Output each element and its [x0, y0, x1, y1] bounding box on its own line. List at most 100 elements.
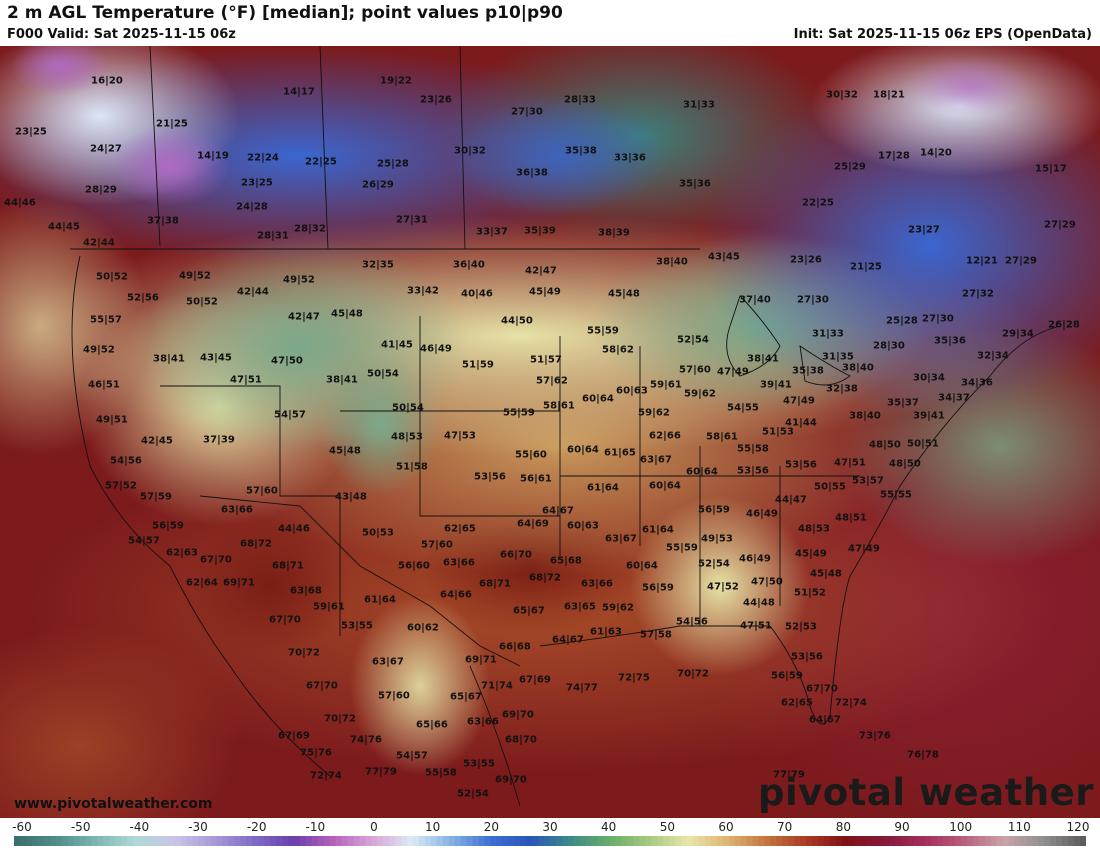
point-value: 65|67: [513, 605, 545, 617]
colorbar-segment: [901, 836, 908, 846]
colorbar-segment: [139, 836, 146, 846]
colorbar-segment: [430, 836, 438, 846]
point-value: 42|44: [83, 237, 115, 249]
colorbar-segment: [85, 836, 93, 846]
colorbar-segment: [323, 836, 331, 846]
point-value: 56|59: [642, 582, 674, 594]
colorbar-segment: [728, 836, 736, 846]
point-value: 34|37: [938, 392, 970, 404]
point-value: 27|31: [396, 214, 428, 226]
website-label[interactable]: www.pivotalweather.com: [14, 796, 213, 812]
point-value: 21|25: [850, 261, 882, 273]
colorbar-segment: [395, 836, 402, 846]
colorbar-segment: [472, 836, 480, 846]
point-value: 63|65: [564, 601, 596, 613]
colorbar-segment: [770, 836, 777, 846]
point-value: 47|53: [444, 430, 476, 442]
colorbar-segment: [150, 836, 158, 846]
point-value: 54|56: [676, 616, 708, 628]
point-value: 35|38: [565, 145, 597, 157]
point-value: 54|57: [274, 409, 306, 421]
colorbar-segment: [949, 836, 956, 846]
map-title: 2 m AGL Temperature (°F) [median]; point…: [7, 3, 563, 23]
province-lines: [149, 46, 466, 250]
temperature-map[interactable]: 16|20 14|17 19|22 23|25 21|25 23|26 27|30 28|33…: [0, 46, 1100, 818]
colorbar-segment: [37, 836, 45, 846]
colorbar-segment: [752, 836, 760, 846]
point-value: 66|68: [499, 641, 531, 653]
colorbar-segment: [484, 836, 492, 846]
colorbar-segment: [145, 836, 152, 846]
point-value: 51|59: [462, 359, 494, 371]
point-value: 68|72: [240, 538, 272, 550]
point-value: 38|40: [656, 256, 688, 268]
colorbar-segment: [544, 836, 551, 846]
header: 2 m AGL Temperature (°F) [median]; point…: [0, 0, 1100, 46]
point-value: 72|75: [618, 672, 650, 684]
point-value: 57|59: [140, 491, 172, 503]
colorbar-tick-label: 70: [777, 820, 793, 834]
colorbar-segment: [216, 836, 224, 846]
colorbar-segment: [240, 836, 247, 846]
colorbar-segment: [532, 836, 539, 846]
colorbar-segment: [561, 836, 569, 846]
point-value: 57|60: [421, 539, 453, 551]
point-value: 49|51: [96, 414, 128, 426]
colorbar-segment: [681, 836, 688, 846]
colorbar-segment: [1002, 836, 1010, 846]
colorbar-segment: [299, 836, 307, 846]
colorbar-segment: [538, 836, 545, 846]
colorbar-segment: [442, 836, 450, 846]
colorbar-segment: [49, 836, 57, 846]
alaska-purple: [10, 46, 110, 96]
point-value: 54|57: [128, 535, 160, 547]
point-value: 22|25: [802, 197, 834, 209]
point-value: 65|67: [450, 691, 482, 703]
colorbar-segment: [198, 836, 206, 846]
point-value: 69|71: [465, 654, 497, 666]
colorbar-segment: [877, 836, 885, 846]
point-value: 47|49: [783, 395, 815, 407]
point-value: 56|60: [398, 560, 430, 572]
colorbar-segment: [73, 836, 81, 846]
point-value: 25|28: [886, 315, 918, 327]
point-value: 28|32: [294, 223, 326, 235]
point-value: 24|27: [90, 143, 122, 155]
point-value: 26|29: [362, 179, 394, 191]
colorbar-segment: [401, 836, 408, 846]
point-value: 31|33: [812, 328, 844, 340]
point-value: 61|63: [590, 626, 622, 638]
point-value: 15|17: [1035, 163, 1067, 175]
brand-logo: pivotal weather: [757, 771, 1094, 814]
point-value: 37|38: [147, 215, 179, 227]
point-value: 45|48: [329, 445, 361, 457]
colorbar-segment: [966, 836, 974, 846]
colorbar-segment: [162, 836, 170, 846]
point-value: 41|44: [785, 417, 817, 429]
point-value: 59|62: [638, 407, 670, 419]
point-value: 28|30: [873, 340, 905, 352]
colorbar-segment: [806, 836, 813, 846]
colorbar-segment: [454, 836, 462, 846]
colorbar-segment: [835, 836, 843, 846]
point-value: 52|54: [677, 334, 709, 346]
point-value: 39|41: [913, 410, 945, 422]
point-value: 67|69: [278, 730, 310, 742]
sonora-warm: [190, 516, 350, 656]
point-value: 53|57: [852, 475, 884, 487]
point-value: 46|49: [739, 553, 771, 565]
colorbar-segment: [14, 836, 21, 846]
colorbar-segment: [794, 836, 801, 846]
point-value: 36|40: [453, 259, 485, 271]
point-value: 57|52: [105, 480, 137, 492]
colorbar-segment: [943, 836, 950, 846]
point-value: 50|54: [367, 368, 399, 380]
colorbar-segment: [740, 836, 748, 846]
colorbar-segment: [365, 836, 372, 846]
point-value: 47|50: [751, 576, 783, 588]
point-value: 69|70: [502, 709, 534, 721]
point-value: 56|59: [152, 520, 184, 532]
point-value: 53|56: [737, 465, 769, 477]
point-value: 71|74: [481, 680, 513, 692]
colorbar-segment: [55, 836, 63, 846]
